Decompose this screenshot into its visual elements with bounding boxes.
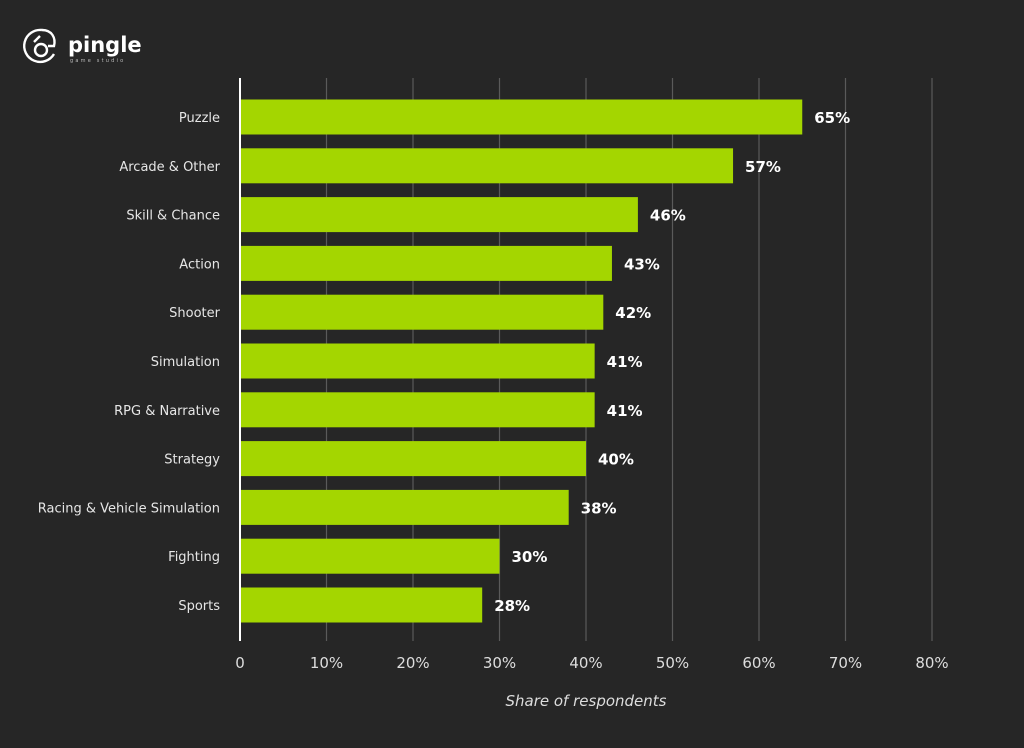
value-label: 41% bbox=[607, 402, 643, 420]
category-label: RPG & Narrative bbox=[114, 404, 220, 419]
bar bbox=[240, 538, 500, 574]
x-tick-label: 0 bbox=[235, 654, 245, 672]
x-tick-label: 40% bbox=[569, 654, 602, 672]
bar bbox=[240, 441, 586, 477]
bar bbox=[240, 587, 483, 623]
logo-text: pingle bbox=[68, 33, 142, 57]
category-label: Arcade & Other bbox=[119, 160, 220, 175]
x-tick-label: 20% bbox=[396, 654, 429, 672]
bar bbox=[240, 148, 734, 184]
value-label: 46% bbox=[650, 207, 686, 225]
category-label: Sports bbox=[178, 599, 220, 614]
value-label: 65% bbox=[814, 109, 850, 127]
logo-subtitle: game studio bbox=[70, 58, 125, 64]
bar bbox=[240, 392, 595, 428]
bar bbox=[240, 489, 569, 525]
category-label: Skill & Chance bbox=[126, 209, 220, 224]
bar bbox=[240, 197, 638, 233]
category-label: Puzzle bbox=[179, 111, 220, 126]
value-label: 28% bbox=[494, 597, 530, 615]
bar bbox=[240, 294, 604, 330]
category-label: Shooter bbox=[169, 306, 220, 321]
value-label: 43% bbox=[624, 255, 660, 273]
value-label: 57% bbox=[745, 158, 781, 176]
value-label: 30% bbox=[512, 548, 548, 566]
x-tick-label: 10% bbox=[310, 654, 343, 672]
bar bbox=[240, 343, 595, 379]
bar bbox=[240, 99, 803, 135]
logo: pingle game studio bbox=[23, 28, 142, 64]
x-tick-label: 30% bbox=[483, 654, 516, 672]
category-label: Action bbox=[179, 257, 220, 272]
category-label: Simulation bbox=[151, 355, 220, 370]
x-axis-title: Share of respondents bbox=[506, 692, 667, 710]
category-label: Racing & Vehicle Simulation bbox=[38, 501, 220, 516]
value-label: 40% bbox=[598, 451, 634, 469]
category-label: Fighting bbox=[168, 550, 220, 565]
bar bbox=[240, 245, 612, 281]
x-tick-label: 80% bbox=[915, 654, 948, 672]
value-label: 38% bbox=[581, 499, 617, 517]
x-tick-label: 60% bbox=[742, 654, 775, 672]
x-tick-label: 70% bbox=[829, 654, 862, 672]
chameleon-logo-icon bbox=[23, 28, 56, 64]
value-label: 41% bbox=[607, 353, 643, 371]
x-tick-label: 50% bbox=[656, 654, 689, 672]
value-label: 42% bbox=[615, 304, 651, 322]
category-label: Strategy bbox=[164, 453, 220, 468]
